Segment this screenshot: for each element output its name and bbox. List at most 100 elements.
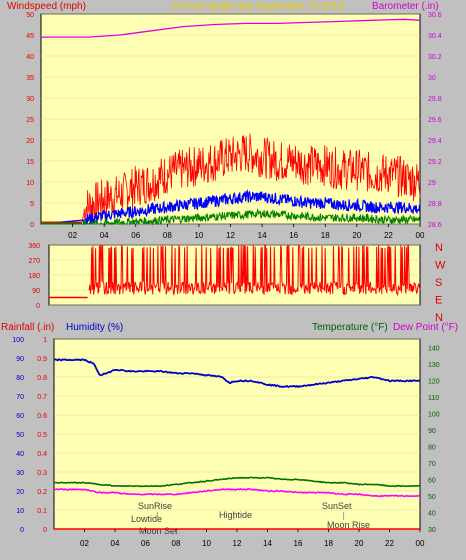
- hightide-annotation: Hightide: [219, 510, 252, 520]
- rainfall-tick-label: 0.6: [37, 413, 47, 420]
- barometer-tick-label: 29.8: [428, 96, 442, 103]
- barometer-tick-label: 30: [428, 75, 436, 82]
- lowtide-annotation: Lowtide: [131, 514, 162, 524]
- rainfall-tick-label: 0: [43, 527, 47, 534]
- humidity-tick-label: 20: [16, 489, 24, 496]
- barometer-axis-label: Barometer (.in): [372, 1, 439, 12]
- barometer-tick-label: 30.4: [428, 33, 442, 40]
- temperature-tick-label: 140: [428, 345, 440, 352]
- top-x-tick-label: 12: [226, 231, 235, 240]
- bottom-x-tick-label: 20: [355, 539, 364, 548]
- wind-average-line: [40, 188, 421, 225]
- humidity-tick-label: 10: [16, 508, 24, 515]
- sunrise-annotation: SunRise: [138, 501, 172, 511]
- rainfall-tick-label: 0.7: [37, 394, 47, 401]
- rainfall-axis-ticks: 0 0.1 0.2 0.3 0.4 0.5 0.6 0.7 0.8 0.9 1: [37, 337, 47, 534]
- bottom-x-tick-label: 00: [416, 539, 425, 548]
- windspeed-tick-label: 5: [30, 201, 34, 208]
- dewpoint-line: [53, 487, 420, 498]
- windspeed-tick-label: 40: [26, 54, 34, 61]
- temperature-tick-label: 80: [428, 444, 436, 451]
- temperature-tick-label: 130: [428, 362, 440, 369]
- bottom-x-tick-label: 04: [111, 539, 120, 548]
- barometer-line: [41, 18, 421, 38]
- humidity-tick-label: 60: [16, 413, 24, 420]
- rainfall-tick-label: 0.8: [37, 375, 47, 382]
- temperature-tick-label: 40: [428, 510, 436, 517]
- top-x-tick-label: 16: [289, 231, 298, 240]
- barometer-tick-label: 29.6: [428, 117, 442, 124]
- windspeed-tick-label: 15: [26, 159, 34, 166]
- dewpoint-axis-label: Dew Point (°F): [393, 322, 458, 333]
- windspeed-tick-label: 0: [30, 222, 34, 229]
- wind-barometer-series: [40, 18, 421, 226]
- rainfall-tick-label: 1: [43, 337, 47, 344]
- top-x-tick-label: 04: [100, 231, 109, 240]
- windspeed-tick-label: 30: [26, 96, 34, 103]
- temperature-tick-label: 120: [428, 378, 440, 385]
- humidity-temperature-grid: [54, 338, 420, 530]
- top-x-tick-label: 22: [384, 231, 393, 240]
- top-x-tick-label: 10: [194, 231, 203, 240]
- barometer-tick-label: 29.2: [428, 159, 442, 166]
- wind-low-line: [41, 207, 421, 226]
- bottom-x-tick-label: 18: [324, 539, 333, 548]
- bottom-x-tick-label: 14: [263, 539, 272, 548]
- top-x-tick-label: 14: [258, 231, 267, 240]
- windspeed-axis-ticks: 0 5 10 15 20 25 30 35 40 45 50: [26, 12, 34, 229]
- humidity-tick-label: 0: [20, 527, 24, 534]
- direction-tick-label: 0: [36, 303, 40, 310]
- humidity-tick-label: 90: [16, 356, 24, 363]
- temperature-tick-label: 30: [428, 527, 436, 534]
- rainfall-tick-label: 0.9: [37, 356, 47, 363]
- humidity-axis-ticks: 0 10 20 30 40 50 60 70 80 90 100: [12, 337, 24, 534]
- chart-title: 24 hour graph day September 24 2018: [172, 1, 344, 12]
- humidity-line: [53, 358, 421, 389]
- rainfall-tick-label: 0.3: [37, 470, 47, 477]
- windspeed-tick-label: 50: [26, 12, 34, 19]
- direction-tick-label: 270: [28, 258, 40, 265]
- top-hour-axis-ticks: 02 04 06 08 10 12 14 16 18 20 22 00: [68, 224, 425, 240]
- humidity-tick-label: 100: [12, 337, 24, 344]
- windspeed-tick-label: 35: [26, 75, 34, 82]
- windspeed-tick-label: 10: [26, 180, 34, 187]
- compass-letter: E: [435, 295, 442, 307]
- direction-tick-label: 180: [28, 273, 40, 280]
- temperature-tick-label: 60: [428, 477, 436, 484]
- temperature-tick-label: 70: [428, 461, 436, 468]
- bottom-x-tick-label: 10: [202, 539, 211, 548]
- direction-tick-label: 90: [32, 288, 40, 295]
- humidity-axis-label: Humidity (%): [66, 322, 123, 333]
- moonset-annotation: Moon Set: [139, 526, 178, 536]
- windspeed-tick-label: 20: [26, 138, 34, 145]
- top-x-tick-label: 20: [352, 231, 361, 240]
- rainfall-tick-label: 0.4: [37, 451, 47, 458]
- rainfall-tick-label: 0.5: [37, 432, 47, 439]
- windspeed-axis-label: Windspeed (mph): [7, 1, 86, 12]
- bottom-hour-axis-ticks: 02 04 06 08 10 12 14 16 18 20 22 00: [80, 529, 425, 548]
- barometer-tick-label: 29.4: [428, 138, 442, 145]
- compass-letter: W: [435, 260, 446, 272]
- temperature-tick-label: 100: [428, 411, 440, 418]
- humidity-tick-label: 40: [16, 451, 24, 458]
- top-x-tick-label: 02: [68, 231, 77, 240]
- bottom-x-tick-label: 22: [385, 539, 394, 548]
- wind-direction-axis-ticks: 0 90 180 270 360: [28, 243, 40, 310]
- temperature-line: [53, 476, 421, 488]
- bottom-x-tick-label: 02: [80, 539, 89, 548]
- bottom-x-tick-label: 06: [141, 539, 150, 548]
- humidity-tick-label: 70: [16, 394, 24, 401]
- wind-direction-series: [49, 244, 421, 299]
- bottom-x-tick-label: 08: [172, 539, 181, 548]
- bottom-x-tick-label: 12: [233, 539, 242, 548]
- rainfall-axis-label: Rainfall (.in): [1, 322, 54, 333]
- temperature-tick-label: 50: [428, 494, 436, 501]
- rainfall-tick-label: 0.2: [37, 489, 47, 496]
- humidity-tick-label: 30: [16, 470, 24, 477]
- windspeed-tick-label: 25: [26, 117, 34, 124]
- temperature-tick-label: 90: [428, 428, 436, 435]
- temperature-axis-label: Temperature (°F): [312, 322, 388, 333]
